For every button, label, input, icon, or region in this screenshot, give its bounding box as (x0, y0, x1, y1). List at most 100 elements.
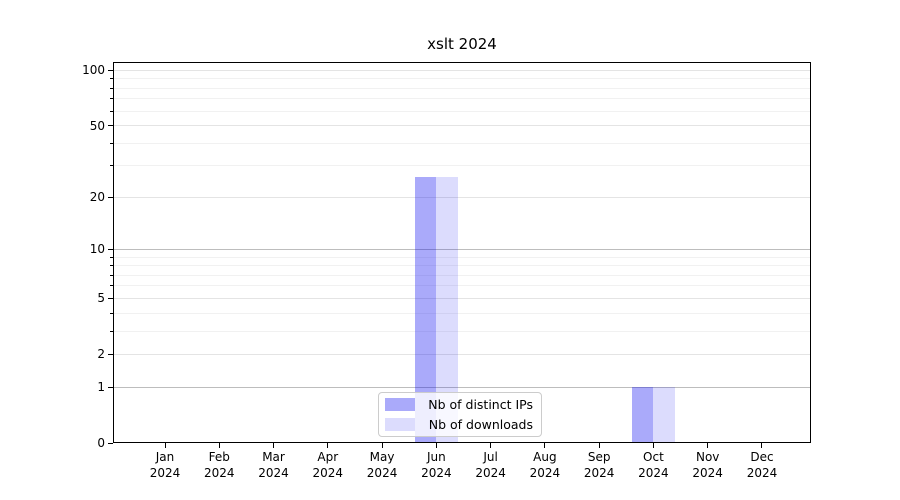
y-tick-label: 1 (97, 380, 105, 395)
x-tick-mark (652, 443, 654, 448)
y-minor-tick-mark (110, 142, 113, 144)
x-tick-year: 2024 (149, 466, 181, 480)
x-tick-month: Aug (533, 450, 557, 464)
gridline-minor (113, 330, 811, 332)
y-minor-tick-mark (110, 285, 113, 287)
x-tick-month: Apr (317, 450, 339, 464)
bar-jun-distinct-ips (414, 176, 437, 443)
y-tick-mark (108, 297, 113, 299)
gridline-minor (113, 256, 811, 258)
y-tick-mark (108, 353, 113, 355)
y-tick-label: 0 (97, 436, 105, 450)
x-tick-mark (544, 443, 546, 448)
x-tick-label: Apr 2024 (298, 449, 358, 481)
y-tick-label: 100 (82, 63, 105, 78)
x-tick-label: Aug 2024 (515, 449, 575, 481)
gridline-minor (113, 78, 811, 80)
x-tick-mark (761, 443, 763, 448)
gridline-minor (113, 312, 811, 314)
gridline-minor (113, 165, 811, 167)
gridline-minor (113, 142, 811, 144)
x-tick-year: 2024 (638, 466, 669, 480)
x-tick-year: 2024 (583, 466, 615, 480)
chart-title: xslt 2024 (427, 35, 497, 53)
x-tick-month: Oct (643, 450, 664, 464)
legend-row: Nb of downloads (385, 417, 533, 432)
x-tick-month: Dec (750, 450, 774, 464)
x-tick-label: Dec 2024 (732, 449, 792, 481)
x-tick-year: 2024 (529, 466, 561, 480)
y-tick-mark (108, 248, 113, 250)
legend-swatch-distinct-ips (385, 398, 415, 411)
gridline-minor (113, 274, 811, 276)
x-tick-year: 2024 (746, 466, 778, 480)
x-tick-month: Nov (695, 450, 720, 464)
x-tick-month: May (369, 450, 395, 464)
x-tick-month: Feb (208, 450, 230, 464)
gridline-1 (113, 386, 811, 388)
x-tick-label: Jul 2024 (461, 449, 521, 481)
legend: Nb of distinct IPs Nb of downloads (378, 392, 542, 437)
gridline-20 (113, 196, 811, 198)
y-minor-tick-mark (110, 274, 113, 276)
y-minor-tick-mark (110, 87, 113, 89)
x-tick-mark (490, 443, 492, 448)
x-tick-year: 2024 (692, 466, 723, 480)
y-tick-mark (108, 196, 113, 198)
x-tick-label: Feb 2024 (189, 449, 249, 481)
x-tick-label: Nov 2024 (678, 449, 738, 481)
x-tick-year: 2024 (366, 466, 398, 480)
x-tick-mark (381, 443, 383, 448)
x-tick-mark (707, 443, 709, 448)
y-tick-label: 5 (97, 291, 105, 306)
legend-label: Nb of downloads (428, 417, 533, 432)
y-minor-tick-mark (110, 78, 113, 80)
gridline-2 (113, 353, 811, 355)
y-minor-tick-mark (110, 110, 113, 112)
x-tick-month: Sep (587, 450, 611, 464)
x-tick-year: 2024 (203, 466, 235, 480)
y-tick-mark (108, 442, 113, 444)
bar-oct-distinct-ips (631, 387, 654, 443)
y-minor-tick-mark (110, 256, 113, 258)
x-tick-month: Mar (262, 450, 285, 464)
gridline-100 (113, 69, 811, 71)
y-minor-tick-mark (110, 330, 113, 332)
x-tick-month: Jun (426, 450, 446, 464)
gridline-minor (113, 265, 811, 267)
axis-frame (113, 62, 811, 443)
gridline-minor (113, 285, 811, 287)
x-tick-label: Sep 2024 (569, 449, 629, 481)
y-minor-tick-mark (110, 98, 113, 100)
y-tick-label: 50 (89, 118, 105, 133)
gridline-minor (113, 98, 811, 100)
y-minor-tick-mark (110, 165, 113, 167)
x-tick-mark (327, 443, 329, 448)
bar-oct-downloads (653, 387, 676, 443)
x-tick-month: Jul (483, 450, 498, 464)
gridline-minor (113, 87, 811, 89)
x-tick-label: May 2024 (352, 449, 412, 481)
x-tick-year: 2024 (258, 466, 289, 480)
x-tick-mark (164, 443, 166, 448)
x-tick-label: Jan 2024 (135, 449, 195, 481)
x-tick-mark (273, 443, 275, 448)
y-tick-mark (108, 386, 113, 388)
y-tick-label: 2 (97, 347, 105, 362)
bar-jun-downloads (436, 176, 459, 443)
x-tick-year: 2024 (421, 466, 452, 480)
x-tick-month: Jan (155, 450, 175, 464)
x-tick-year: 2024 (312, 466, 344, 480)
gridline-50 (113, 125, 811, 127)
y-minor-tick-mark (110, 312, 113, 314)
x-tick-label: Mar 2024 (244, 449, 304, 481)
gridline-minor (113, 110, 811, 112)
gridline-10 (113, 248, 811, 250)
x-tick-year: 2024 (475, 466, 506, 480)
legend-row: Nb of distinct IPs (385, 397, 533, 412)
gridline-5 (113, 297, 811, 299)
x-tick-mark (218, 443, 220, 448)
x-tick-label: Jun 2024 (406, 449, 466, 481)
legend-label: Nb of distinct IPs (428, 397, 533, 412)
